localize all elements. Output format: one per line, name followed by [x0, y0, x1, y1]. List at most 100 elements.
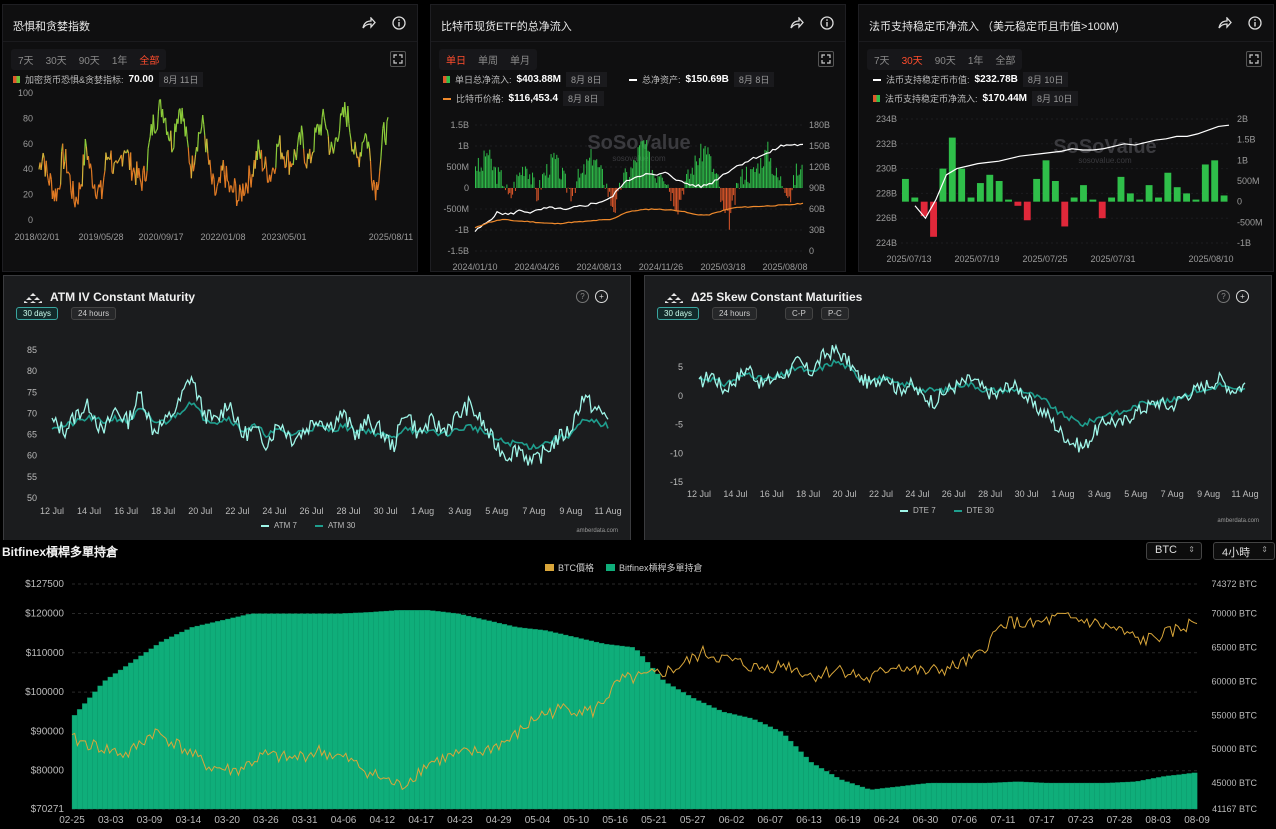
inflow-bar: [783, 188, 785, 189]
tab-1y[interactable]: 1年: [967, 56, 984, 67]
right-tick-label: 30B: [809, 225, 825, 235]
fng-segment: [75, 196, 78, 202]
x-tick-label: 11 Aug: [1231, 489, 1258, 499]
right-tick-label: 500M: [1237, 176, 1260, 186]
tab-weekly[interactable]: 单周: [478, 56, 498, 67]
add-icon[interactable]: +: [595, 290, 608, 303]
tab-all[interactable]: 全部: [139, 56, 160, 67]
fullscreen-icon[interactable]: [818, 51, 834, 67]
x-tick-label: 2025/07/31: [1090, 254, 1135, 264]
fng-segment: [146, 148, 149, 171]
tab-30d[interactable]: 30天: [901, 56, 923, 67]
inflow-bar: [660, 174, 662, 188]
inflow-bar: [510, 188, 512, 199]
x-tick-label: 2025/08/08: [762, 262, 807, 272]
fng-segment: [236, 200, 239, 207]
inflow-bar: [688, 178, 690, 188]
share-icon[interactable]: [789, 15, 805, 31]
fng-segment: [214, 193, 217, 196]
long-position-bar: [808, 762, 814, 810]
fng-segment: [324, 123, 327, 130]
x-tick-label: 2025/03/18: [700, 262, 745, 272]
long-position-bar: [1166, 775, 1172, 810]
fng-segment: [270, 173, 273, 182]
tab-p-c[interactable]: P-C: [821, 307, 849, 320]
tab-7d[interactable]: 7天: [18, 56, 34, 67]
fng-segment: [348, 123, 351, 133]
chart-legend: ATM 7 ATM 30: [261, 521, 355, 530]
long-position-bar: [905, 785, 912, 810]
x-tick-label: 08-09: [1184, 815, 1210, 826]
tab-30-days[interactable]: 30 days: [657, 307, 700, 320]
fng-segment: [293, 149, 296, 155]
inflow-bar: [778, 180, 780, 188]
tab-daily[interactable]: 单日: [446, 56, 466, 67]
long-position-bar: [424, 610, 431, 810]
inflow-bar: [624, 168, 626, 188]
long-position-bar: [470, 617, 477, 810]
fng-segment: [188, 162, 191, 166]
tab-all[interactable]: 全部: [995, 56, 1016, 67]
inflow-bar: [526, 168, 528, 188]
long-position-bar: [567, 636, 574, 810]
fng-segment: [93, 184, 97, 197]
tab-monthly[interactable]: 单月: [510, 56, 530, 67]
fng-segment: [261, 168, 264, 172]
asset-select[interactable]: BTC ⇕: [1146, 542, 1202, 560]
tab-c-p[interactable]: C-P: [785, 307, 813, 320]
x-tick-label: 06-24: [874, 815, 900, 826]
tab-90d[interactable]: 90天: [934, 56, 956, 67]
tab-24-hours[interactable]: 24 hours: [71, 307, 117, 320]
btc-price-line: [71, 612, 1198, 791]
inflow-bar: [493, 166, 495, 188]
inflow-bar: [619, 182, 621, 188]
long-position-bar: [803, 756, 809, 810]
inflow-bar: [738, 188, 740, 189]
help-icon[interactable]: ?: [576, 290, 589, 303]
inflow-bar: [780, 176, 782, 188]
fng-segment: [383, 122, 386, 141]
fullscreen-icon[interactable]: [1246, 51, 1262, 67]
tab-30-days[interactable]: 30 days: [16, 307, 59, 320]
fullscreen-icon[interactable]: [390, 51, 406, 67]
fng-segment: [378, 170, 381, 184]
inflow-bar: [717, 174, 719, 188]
long-position-bar: [833, 777, 840, 810]
inflow-bar: [734, 188, 736, 205]
interval-select[interactable]: 4小時 ⇕: [1213, 542, 1275, 560]
divider: [3, 41, 417, 42]
fng-segment: [227, 180, 229, 183]
fng-segment: [143, 165, 146, 182]
tab-90d[interactable]: 90天: [78, 56, 100, 67]
share-icon[interactable]: [1217, 15, 1233, 31]
inflow-bar: [794, 185, 796, 188]
help-icon[interactable]: ?: [1217, 290, 1230, 303]
fng-segment: [347, 105, 350, 124]
inflow-bar: [587, 160, 589, 188]
inflow-bar: [603, 184, 605, 188]
fng-segment: [302, 148, 306, 164]
info-icon[interactable]: [819, 15, 835, 31]
inflow-bar: [986, 174, 994, 202]
tab-1y[interactable]: 1年: [111, 56, 128, 67]
left-tick-label: 226B: [876, 213, 897, 223]
info-icon[interactable]: [1247, 15, 1263, 31]
add-icon[interactable]: +: [1236, 290, 1249, 303]
inflow-bar: [763, 166, 765, 188]
tab-7d[interactable]: 7天: [874, 56, 890, 67]
tab-24-hours[interactable]: 24 hours: [712, 307, 758, 320]
legend-swatch: [261, 524, 269, 527]
info-icon[interactable]: [391, 15, 407, 31]
inflow-bar: [664, 184, 666, 188]
fng-segment: [67, 171, 70, 174]
inflow-bar: [547, 177, 549, 188]
inflow-bar: [1005, 199, 1012, 202]
fng-segment: [96, 190, 99, 200]
tab-30d[interactable]: 30天: [45, 56, 67, 67]
share-icon[interactable]: [361, 15, 377, 31]
stablecoin-panel: 法币支持稳定币净流入 （美元稳定币且市值>100M) 7天 30天 90天 1年…: [858, 4, 1274, 272]
long-position-bar: [598, 643, 605, 810]
long-position-bar: [849, 783, 855, 810]
inflow-bar: [586, 159, 588, 188]
long-position-bar: [332, 613, 339, 810]
